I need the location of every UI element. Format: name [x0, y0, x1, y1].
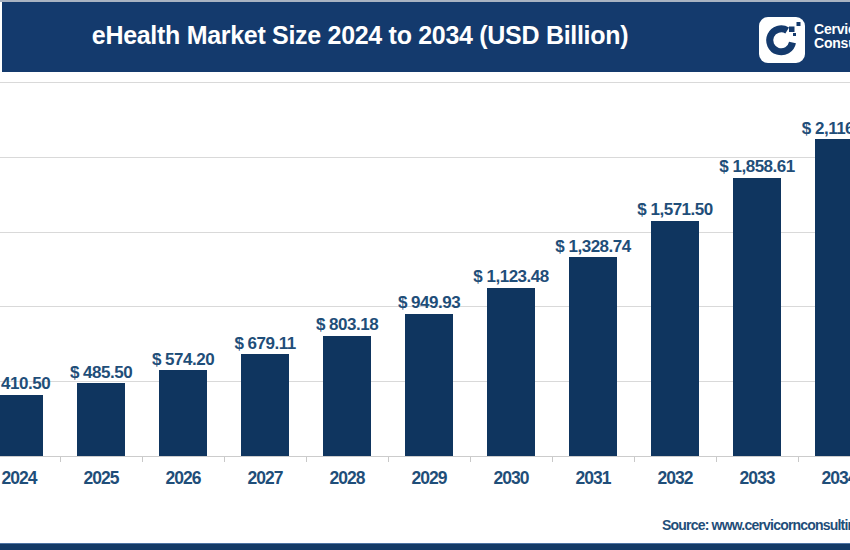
- value-label-2025: $ 485.50: [70, 363, 132, 383]
- bar-2027: [241, 354, 289, 456]
- axis-tick: [634, 457, 635, 462]
- bar-2025: [77, 383, 125, 456]
- axis-tick: [716, 457, 717, 462]
- brand-name: Cervicorn Consulting: [814, 23, 850, 50]
- x-axis-label-2028: 2028: [330, 468, 365, 488]
- x-axis-label-2029: 2029: [412, 468, 447, 488]
- value-label-2033: $ 1,858.61: [719, 157, 794, 177]
- x-axis-line: [0, 456, 850, 457]
- bar-2032: [651, 221, 699, 456]
- axis-tick: [470, 457, 471, 462]
- cervicorn-logo-icon: [759, 17, 805, 63]
- axis-tick: [388, 457, 389, 462]
- value-label-2029: $ 949.93: [398, 293, 460, 313]
- x-axis-label-2030: 2030: [494, 468, 529, 488]
- value-label-2027: $ 679.11: [234, 334, 295, 354]
- header-bar: eHealth Market Size 2024 to 2034 (USD Bi…: [2, 2, 850, 72]
- source-text: Source: www.cervicornconsulting.com: [662, 517, 850, 533]
- value-label-2032: $ 1,571.50: [637, 200, 712, 220]
- axis-tick: [306, 457, 307, 462]
- gridline: [0, 232, 850, 233]
- value-label-2031: $ 1,328.74: [555, 237, 630, 257]
- x-axis-label-2024: 2024: [2, 468, 37, 488]
- brand-line2: Consulting: [814, 37, 850, 51]
- value-label-2024: $ 410.50: [0, 374, 50, 394]
- axis-tick: [142, 457, 143, 462]
- axis-tick: [552, 457, 553, 462]
- bar-2029: [405, 314, 453, 456]
- x-axis-label-2031: 2031: [576, 468, 611, 488]
- gridline: [0, 82, 850, 83]
- x-axis-label-2032: 2032: [658, 468, 693, 488]
- bar-2024: [0, 395, 43, 456]
- plot-area: $ 410.50 2024 $ 485.50 2025 $ 574.20 2026 $ 67…: [0, 0, 850, 550]
- axis-tick: [224, 457, 225, 462]
- value-label-2028: $ 803.18: [316, 315, 378, 335]
- bar-2033: [733, 178, 781, 456]
- value-label-2026: $ 574.20: [152, 350, 214, 370]
- value-label-2030: $ 1,123.48: [473, 267, 548, 287]
- bar-2028: [323, 336, 371, 456]
- logo-c-mark: [759, 17, 805, 63]
- x-axis-label-2025: 2025: [84, 468, 119, 488]
- footer-bar: [0, 543, 850, 550]
- bar-2030: [487, 288, 535, 456]
- value-label-2034: $ 2,116.91: [802, 119, 850, 139]
- chart-title: eHealth Market Size 2024 to 2034 (USD Bi…: [30, 0, 690, 70]
- infographic: $ 410.50 2024 $ 485.50 2025 $ 574.20 2026 $ 67…: [0, 0, 850, 550]
- bar-2034: [815, 139, 850, 456]
- x-axis-label-2034: 2034: [822, 468, 850, 488]
- bar-2026: [159, 370, 207, 456]
- x-axis-label-2027: 2027: [248, 468, 283, 488]
- x-axis-label-2033: 2033: [740, 468, 775, 488]
- bar-2031: [569, 257, 617, 456]
- x-axis-label-2026: 2026: [166, 468, 201, 488]
- axis-tick: [798, 457, 799, 462]
- axis-tick: [60, 457, 61, 462]
